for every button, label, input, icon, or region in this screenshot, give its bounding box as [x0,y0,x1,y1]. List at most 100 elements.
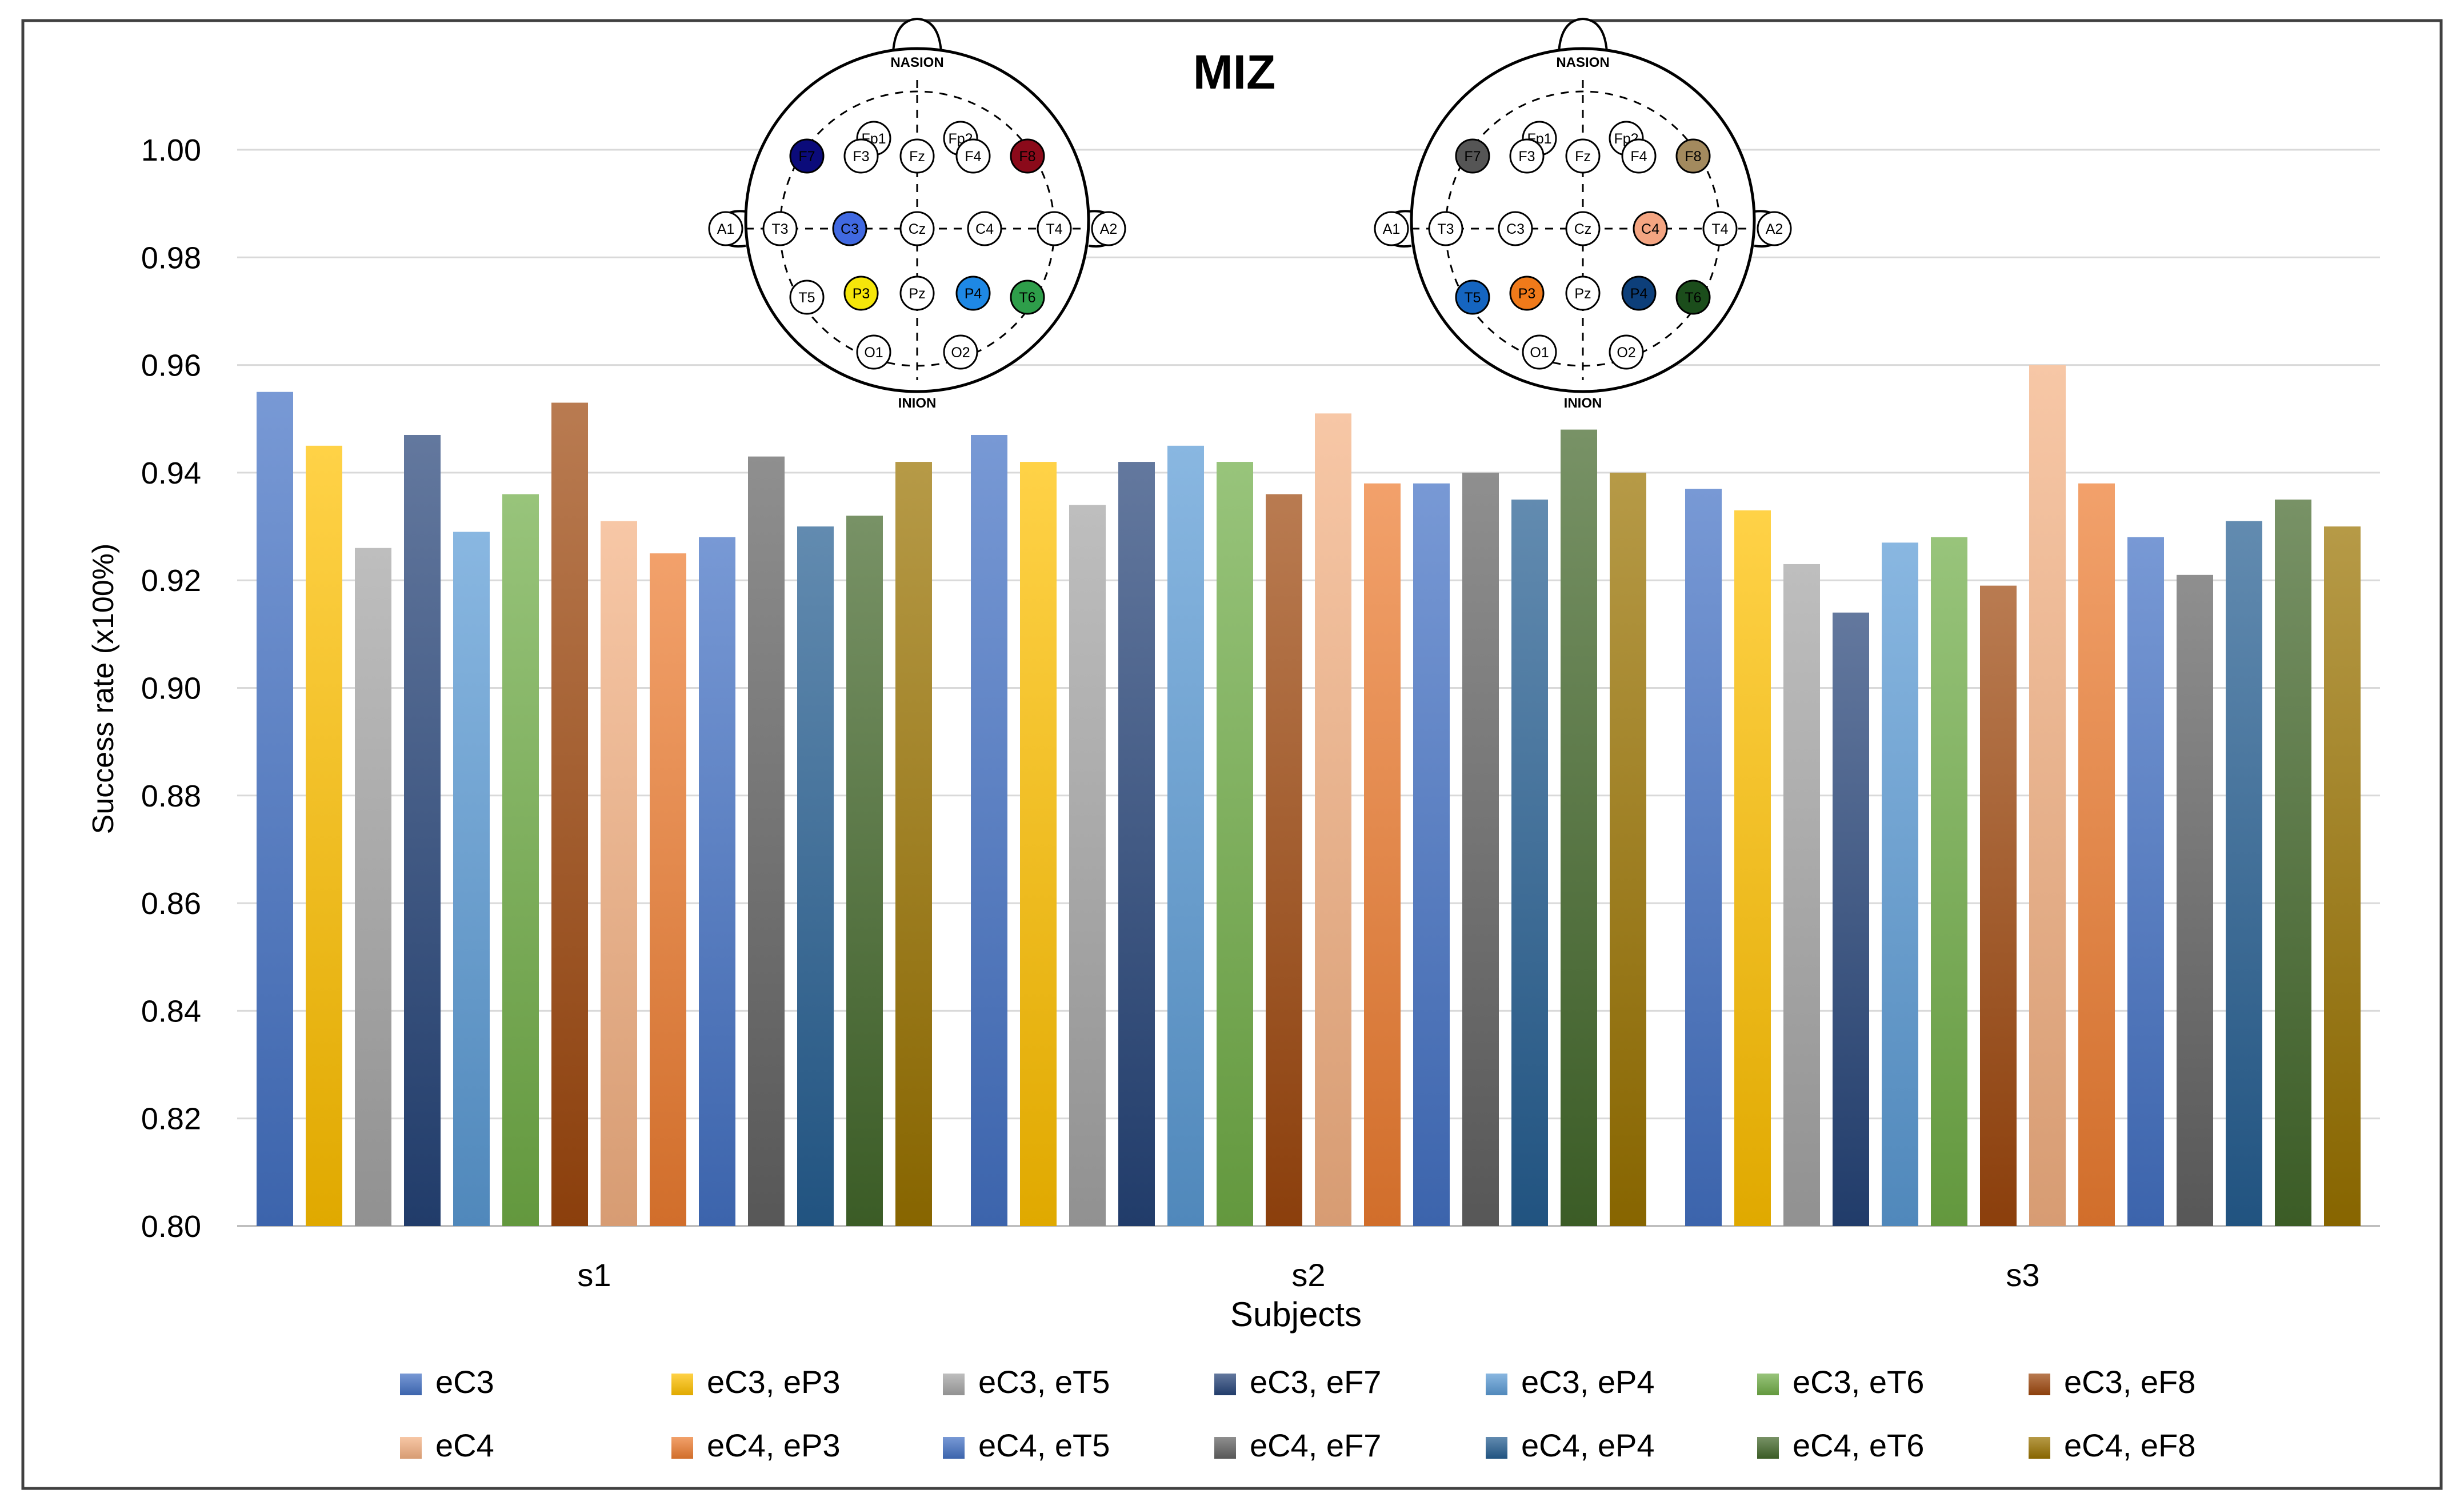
electrode-P4 [1621,276,1657,311]
bar-s2-eC3-eF8 [1266,494,1302,1226]
electrode-label: T5 [1464,290,1481,306]
bars [257,365,2361,1227]
electrode-label: Fz [909,149,925,165]
electrode-label: F7 [1464,149,1481,165]
electrode-O2 [1609,334,1644,370]
electrode-label: A1 [717,221,735,237]
electrode-Pz [899,276,935,311]
electrode-label: T4 [1711,221,1728,237]
electrode-F3 [1509,138,1545,174]
electrode-label: A2 [1766,221,1783,237]
electrode-label: C3 [841,221,859,237]
legend-swatch [1214,1437,1236,1459]
bar-s3-eC4-eT5 [2127,537,2164,1226]
y-tick-label: 0.98 [141,241,201,275]
bar-s3-eC3-eF7 [1833,612,1869,1226]
bar-s2-eC3 [971,434,1007,1226]
electrode-label: T3 [1437,221,1454,237]
electrode-label: P4 [1630,286,1648,302]
electrode-label: F4 [1630,149,1647,165]
legend-swatch [1486,1437,1507,1459]
chart-title: MIZ [1193,45,1276,99]
legend-label: eC4, eP4 [1521,1427,1655,1463]
electrode-A1 [1374,211,1409,246]
legend-label: eC4, eF8 [2064,1427,2195,1463]
bar-s2-eC4-eT5 [1413,483,1450,1226]
electrode-F4 [955,138,991,174]
electrode-label: O2 [1617,345,1635,361]
electrode-Pz [1565,276,1601,311]
bar-s1-eC4-eT5 [699,537,735,1226]
legend-swatch [2029,1437,2050,1459]
electrode-label: A1 [1383,221,1401,237]
electrode-A2 [1091,211,1126,246]
y-tick-label: 0.80 [141,1209,201,1244]
legend-label: eC3, eP4 [1521,1364,1655,1400]
electrode-label: P4 [965,286,982,302]
nasion-label: NASION [1556,55,1609,70]
bar-s3-eC3-eF8 [1980,585,2017,1226]
bar-s2-eC4-eF8 [1610,472,1646,1226]
bar-s1-eC4-eT6 [846,516,883,1226]
electrode-label: C4 [1641,221,1659,237]
electrode-Cz [1565,211,1601,246]
electrode-C4 [1633,211,1668,246]
electrode-O2 [943,334,978,370]
electrode-T4 [1702,211,1738,246]
electrode-Cz [899,211,935,246]
legend: eC3 eC3, eP3 eC3, eT5 eC3, eF7 eC3, eP4 eC3, … [400,1364,2195,1463]
bar-s2-eC3-eT6 [1217,462,1253,1226]
electrode-label: F8 [1019,149,1035,165]
y-tick-label: 0.84 [141,994,201,1028]
bar-s2-eC3-eP3 [1020,462,1057,1226]
electrode-label: F8 [1685,149,1701,165]
legend-swatch [2029,1374,2050,1395]
y-tick-label: 1.00 [141,133,201,167]
gridlines [237,149,2380,1227]
electrode-T3 [762,211,798,246]
electrode-label: Cz [1574,221,1592,237]
electrode-O1 [856,334,891,370]
bar-s2-eC4-eF7 [1462,472,1499,1226]
electrode-P4 [955,276,991,311]
electrode-label: Cz [909,221,926,237]
electrode-label: F3 [853,149,869,165]
electrode-label: Pz [1574,286,1591,302]
bar-s2-eC4-eP4 [1511,499,1548,1226]
legend-label: eC3, eF7 [1250,1364,1381,1400]
legend-label: eC4, eF7 [1250,1427,1381,1463]
legend-label: eC4, eP3 [707,1427,841,1463]
y-tick-label: 0.88 [141,779,201,813]
electrode-label: P3 [853,286,870,302]
x-tick-label: s2 [1291,1257,1325,1293]
electrode-P3 [843,276,879,311]
bar-s1-eC3 [257,392,293,1226]
y-axis-ticks: 0.80 0.82 0.84 0.86 0.88 0.90 0.92 0.94 0.96 0.98… [141,133,201,1244]
bar-s1-eC3-eF8 [551,402,588,1226]
electrode-T4 [1037,211,1072,246]
bar-s1-eC4-eP3 [650,553,686,1226]
bar-s3-eC4-eF7 [2177,574,2213,1227]
legend-swatch [1486,1374,1507,1395]
y-axis-label: Success rate (x100%) [87,544,120,835]
electrode-Fz [1565,138,1601,174]
electrode-label: O1 [864,345,883,361]
electrode-A1 [708,211,743,246]
electrode-T5 [789,280,825,315]
legend-label: eC4, eT5 [978,1427,1110,1463]
electrode-T3 [1428,211,1463,246]
electrode-F7 [789,138,825,174]
x-axis-label: Subjects [1230,1295,1362,1334]
y-tick-label: 0.90 [141,672,201,706]
bar-s1-eC4-eF8 [895,462,932,1226]
legend-label: eC4 [435,1427,494,1463]
y-tick-label: 0.82 [141,1102,201,1136]
legend-swatch [400,1374,422,1395]
bar-s3-eC3-eP4 [1882,542,1918,1227]
electrode-A2 [1757,211,1792,246]
bar-s1-eC3-eP4 [453,532,490,1226]
bar-s1-eC4-eP4 [797,526,834,1226]
electrode-T6 [1675,280,1711,315]
